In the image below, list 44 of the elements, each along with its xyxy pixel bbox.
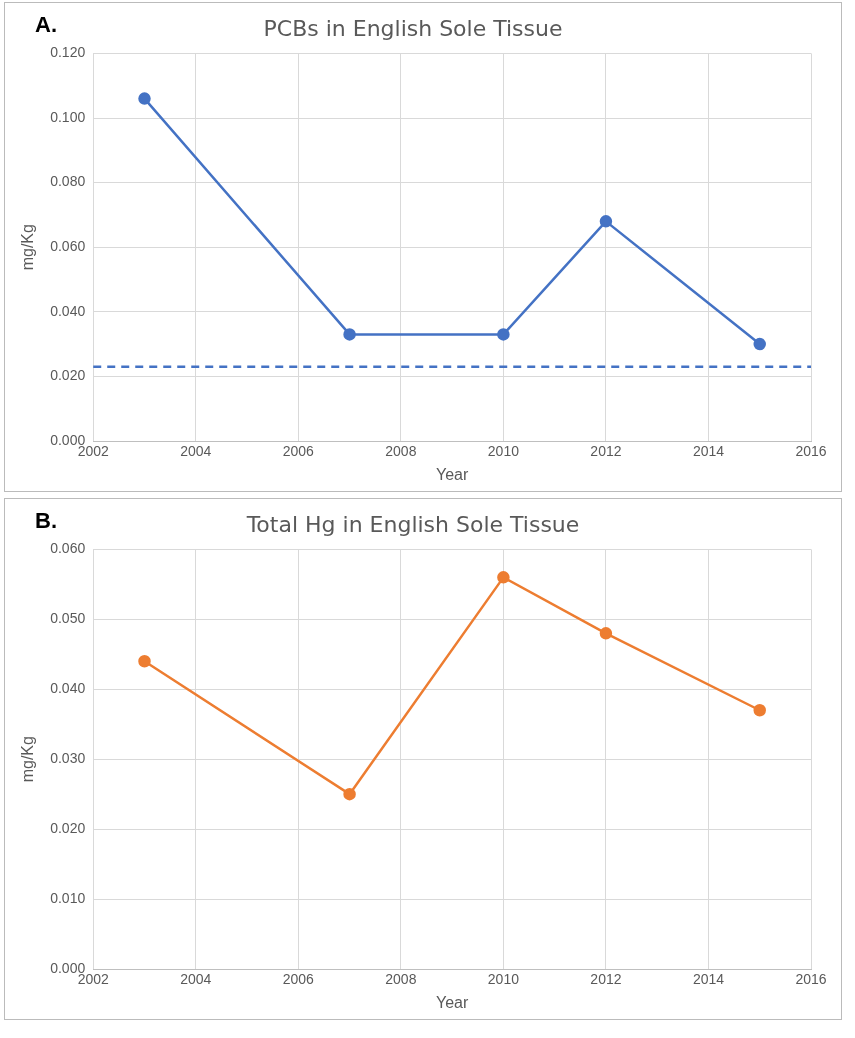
point xyxy=(753,704,766,717)
x-tick-label: 2014 xyxy=(692,971,725,988)
y-axis-title: mg/Kg xyxy=(19,736,37,783)
x-tick-label: 2004 xyxy=(180,443,212,460)
text: B. xyxy=(35,508,57,534)
x-tick-label: 2012 xyxy=(590,971,622,988)
point xyxy=(599,215,613,228)
y-tick-label: 0.060 xyxy=(50,540,86,557)
y-tick-label: 0.040 xyxy=(50,680,86,697)
x-tick-label: 2008 xyxy=(385,443,417,460)
y-axis-title: mg/Kg xyxy=(19,224,37,271)
x-tick-label: 2008 xyxy=(385,971,417,988)
point xyxy=(343,328,356,341)
x-tick-label: 2010 xyxy=(487,443,520,460)
chart-title: PCBs in English Sole Tissue xyxy=(263,15,563,41)
point xyxy=(753,337,766,351)
y-tick-label: 0.120 xyxy=(50,44,86,61)
x-tick-label: 2016 xyxy=(795,443,827,460)
y-tick-label: 0.080 xyxy=(50,173,86,190)
x-tick-label: 2012 xyxy=(590,443,622,460)
x-tick-label: 2006 xyxy=(282,971,315,988)
point xyxy=(138,655,151,668)
point xyxy=(497,328,510,341)
y-tick-label: 0.020 xyxy=(50,367,86,384)
y-tick-label: 0.040 xyxy=(50,302,86,319)
y-tick-label: 0.030 xyxy=(50,750,86,767)
x-tick-label: 2010 xyxy=(487,971,520,988)
point xyxy=(497,571,510,584)
point xyxy=(343,787,356,801)
y-tick-label: 0.060 xyxy=(50,238,86,255)
y-tick-label: 0.010 xyxy=(50,889,86,906)
x-tick-label: 2016 xyxy=(795,971,827,988)
point xyxy=(599,627,613,640)
chart-title: Total Hg in English Sole Tissue xyxy=(245,511,580,537)
y-tick-label: 0.100 xyxy=(50,108,86,125)
x-axis-title: Year xyxy=(435,465,469,483)
x-tick-label: 2006 xyxy=(282,443,315,460)
text: A. xyxy=(35,12,57,38)
x-tick-label: 2014 xyxy=(692,443,725,460)
y-tick-label: 0.020 xyxy=(50,819,86,836)
point xyxy=(138,92,151,105)
y-tick-label: 0.050 xyxy=(50,610,86,627)
x-tick-label: 2004 xyxy=(180,971,212,988)
x-axis-title: Year xyxy=(435,993,469,1011)
